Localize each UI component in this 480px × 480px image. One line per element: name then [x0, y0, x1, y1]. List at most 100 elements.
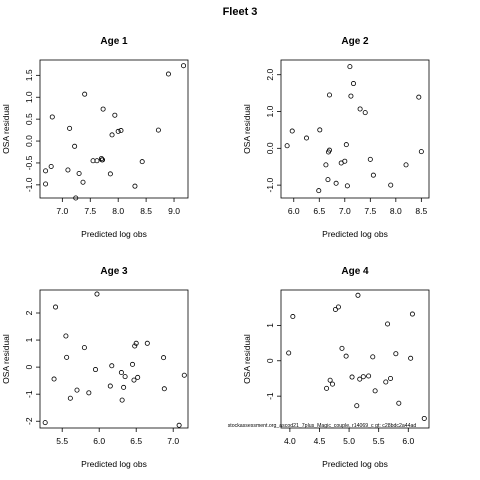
- data-point-4: [349, 374, 355, 380]
- y-tick-label-2: 2.0: [265, 69, 275, 81]
- data-point-2: [323, 162, 329, 168]
- data-point-1: [67, 125, 73, 131]
- x-axis-label-3: Predicted log obs: [81, 459, 147, 469]
- y-tick-label-1: 0.0: [24, 135, 34, 147]
- data-point-2: [326, 147, 332, 153]
- x-tick-label-2: 8.5: [415, 206, 427, 216]
- data-point-4: [372, 388, 378, 394]
- data-point-2: [388, 182, 394, 188]
- data-point-3: [53, 304, 59, 310]
- data-point-2: [317, 127, 323, 133]
- data-point-4: [366, 373, 372, 379]
- data-point-1: [48, 163, 54, 169]
- data-point-1: [107, 171, 113, 177]
- data-point-1: [76, 170, 82, 176]
- data-point-3: [109, 363, 115, 369]
- data-point-4: [354, 403, 360, 409]
- data-point-4: [290, 314, 296, 320]
- data-point-4: [357, 376, 363, 382]
- y-tick-label-2: 1.0: [265, 105, 275, 117]
- data-point-2: [370, 172, 376, 178]
- data-point-1: [43, 168, 49, 174]
- data-point-1: [112, 112, 118, 118]
- x-axis-label-1: Predicted log obs: [81, 229, 147, 239]
- data-point-1: [115, 128, 121, 134]
- data-point-4: [355, 292, 361, 298]
- y-tick-label-3: 0: [24, 364, 34, 369]
- panel-title-4: Age 4: [341, 266, 369, 277]
- data-point-4: [388, 375, 394, 381]
- data-point-2: [362, 110, 368, 116]
- data-point-4: [327, 377, 333, 383]
- data-point-2: [289, 128, 295, 134]
- data-point-3: [144, 340, 150, 346]
- data-point-1: [72, 143, 78, 149]
- x-tick-label-1: 9.0: [168, 206, 180, 216]
- data-point-2: [316, 188, 322, 194]
- y-tick-label-2: -1.0: [265, 178, 275, 193]
- y-tick-label-4: 0: [265, 358, 275, 363]
- data-point-3: [63, 333, 69, 339]
- data-point-2: [342, 158, 348, 164]
- data-point-3: [119, 397, 125, 403]
- data-point-4: [286, 350, 292, 356]
- x-tick-label-1: 7.0: [56, 206, 68, 216]
- x-axis-label-2: Predicted log obs: [322, 229, 388, 239]
- data-point-2: [326, 92, 332, 98]
- data-point-3: [161, 355, 167, 361]
- data-point-4: [360, 374, 366, 380]
- data-point-4: [393, 351, 399, 357]
- plot-frame-1: [39, 59, 189, 199]
- panel-3: Age 3 Predicted log obs OSA residual 5.5 6.0…: [1, 266, 189, 469]
- data-point-3: [51, 376, 57, 382]
- x-tick-label-2: 8.0: [390, 206, 402, 216]
- y-tick-label-2: 0.0: [265, 142, 275, 154]
- data-point-1: [165, 71, 171, 77]
- data-point-1: [132, 183, 138, 189]
- data-point-1: [80, 179, 86, 185]
- data-point-4: [370, 354, 376, 360]
- data-point-3: [181, 372, 187, 378]
- x-tick-label-1: 8.0: [112, 206, 124, 216]
- data-point-2: [325, 177, 331, 183]
- data-point-4: [385, 321, 391, 327]
- data-point-3: [64, 354, 70, 360]
- panel-2: Age 2 Predicted log obs OSA residual 6.0 6.5…: [242, 36, 430, 239]
- data-point-1: [94, 158, 100, 164]
- y-tick-label-1: 0.5: [24, 113, 34, 125]
- y-tick-label-4: -1: [265, 392, 275, 400]
- data-point-3: [131, 377, 137, 383]
- y-tick-label-1: -0.5: [24, 155, 34, 170]
- y-tick-label-3: 1: [24, 337, 34, 342]
- data-point-3: [132, 343, 138, 349]
- data-point-1: [73, 195, 79, 201]
- x-tick-label-2: 7.5: [364, 206, 376, 216]
- plot-frame-3: [39, 289, 189, 429]
- panel-4: Age 4 Predicted log obs OSA residual 4.0 4.5…: [242, 266, 430, 469]
- data-point-2: [418, 149, 424, 155]
- data-point-2: [284, 143, 290, 149]
- data-point-2: [367, 156, 373, 162]
- data-point-3: [135, 374, 141, 380]
- x-tick-label-4: 4.0: [284, 436, 296, 446]
- data-point-1: [49, 114, 55, 120]
- y-tick-label-3: 2: [24, 310, 34, 315]
- data-point-3: [122, 374, 128, 380]
- data-point-4: [408, 355, 414, 361]
- data-point-3: [86, 390, 92, 396]
- x-tick-label-4: 6.0: [402, 436, 414, 446]
- x-tick-label-3: 6.5: [130, 436, 142, 446]
- data-point-1: [118, 128, 124, 134]
- data-point-4: [339, 345, 345, 351]
- data-point-3: [74, 387, 80, 393]
- data-point-3: [107, 383, 113, 389]
- data-point-1: [82, 91, 88, 97]
- data-point-3: [94, 291, 100, 297]
- data-point-4: [409, 311, 415, 317]
- x-tick-label-3: 6.0: [93, 436, 105, 446]
- x-tick-label-3: 5.5: [56, 436, 68, 446]
- data-point-1: [155, 127, 161, 133]
- y-axis-label-4: OSA residual: [242, 334, 252, 384]
- figure-title: Fleet 3: [223, 6, 258, 18]
- data-point-3: [133, 340, 139, 346]
